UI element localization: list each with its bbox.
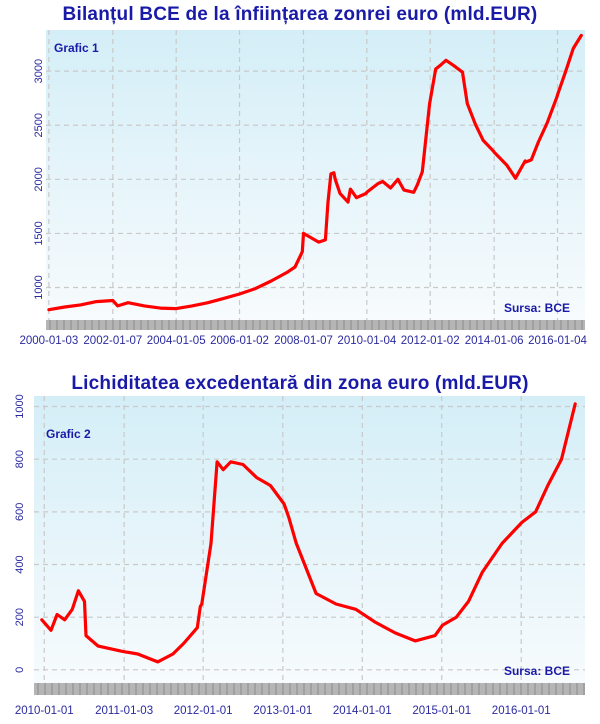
x-tick-label: 2008-01-07 (274, 335, 333, 347)
y-tick-label: 1000 (14, 394, 26, 418)
x-tick-label: 2013-01-01 (253, 705, 312, 717)
y-tick-label: 400 (14, 555, 26, 573)
y-tick-label: 1500 (33, 221, 45, 245)
panel-label: Grafic 1 (54, 41, 99, 55)
source-note: Sursa: BCE (504, 664, 570, 678)
x-tick-label: 2006-01-02 (210, 335, 269, 347)
x-tick-label: 2016-01-01 (492, 705, 551, 717)
plot-area (34, 396, 585, 683)
chart-panel-1: Bilanțul BCE de la înființarea zonrei eu… (0, 0, 600, 352)
plot-area (46, 30, 585, 320)
y-tick-label: 600 (14, 503, 26, 521)
x-tick-label: 2012-01-01 (174, 705, 233, 717)
y-tick-label: 200 (14, 608, 26, 626)
chart-title-1: Bilanțul BCE de la înființarea zonrei eu… (62, 4, 538, 25)
chart-plot-2: 0 200 400 600 800 1000 2010-01-01 2011-01-03 201… (14, 394, 585, 717)
x-tick-label: 2004-01-05 (147, 335, 206, 347)
y-tick-label: 0 (14, 667, 26, 673)
x-tick-label: 2010-01-04 (337, 335, 396, 347)
x-tick-label: 2012-01-02 (401, 335, 460, 347)
source-note: Sursa: BCE (504, 301, 570, 315)
x-tick-label: 2014-01-06 (465, 335, 524, 347)
panel-label: Grafic 2 (46, 427, 91, 441)
series-line-1 (40, 402, 577, 664)
y-tick-label: 3000 (33, 59, 45, 83)
chart-title-2: Lichiditatea excedentară din zona euro (… (71, 373, 529, 394)
y-tick-label: 2000 (33, 167, 45, 191)
y-tick-label: 800 (14, 450, 26, 468)
x-tick-label: 2016-01-04 (528, 335, 587, 347)
x-tick-label: 2014-01-01 (333, 705, 392, 717)
x-axis-band (34, 683, 585, 695)
chart-panel-2: Lichiditatea excedentară din zona euro (… (0, 362, 600, 724)
x-tick-label: 2011-01-03 (95, 705, 153, 717)
chart-plot-1: 1000 1500 2000 2500 3000 2000-01-03 2002-01-07… (19, 30, 588, 347)
x-tick-label: 2015-01-01 (412, 705, 471, 717)
y-tick-label: 1000 (33, 275, 45, 299)
y-tick-label: 2500 (33, 113, 45, 137)
series-line-1 (47, 33, 583, 312)
x-tick-label: 2010-01-01 (15, 705, 74, 717)
x-tick-label: 2002-01-07 (83, 335, 142, 347)
x-tick-label: 2000-01-03 (19, 335, 78, 347)
